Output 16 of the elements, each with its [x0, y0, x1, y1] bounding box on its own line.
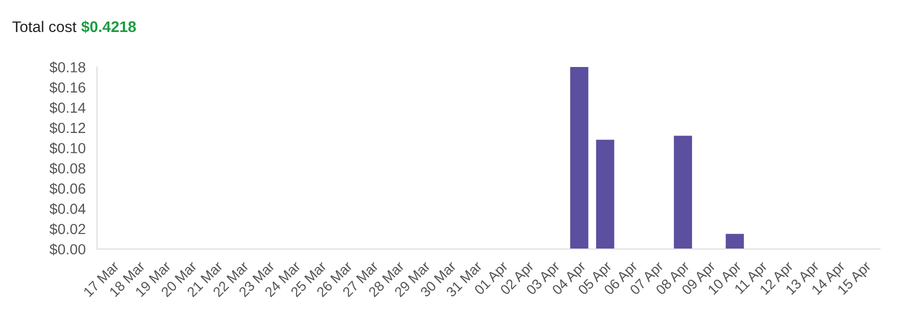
y-tick-label: $0.16 [50, 82, 86, 94]
y-tick-label: $0.02 [50, 223, 86, 236]
y-tick-label: $0.08 [50, 162, 86, 174]
bar [674, 136, 692, 249]
y-tick-label: $0.10 [50, 142, 86, 154]
bar [726, 234, 744, 249]
y-tick-label: $0.00 [50, 243, 86, 256]
chart-subtitle: $0.4218 [81, 20, 136, 34]
y-tick-label: $0.06 [50, 182, 86, 195]
y-tick-label: $0.12 [50, 122, 86, 134]
bar [570, 67, 588, 249]
bar [596, 140, 614, 249]
chart-title: Total cost [12, 20, 76, 32]
y-tick-label: $0.04 [50, 203, 86, 215]
y-tick-label: $0.18 [50, 61, 86, 74]
y-tick-label: $0.14 [50, 102, 86, 114]
